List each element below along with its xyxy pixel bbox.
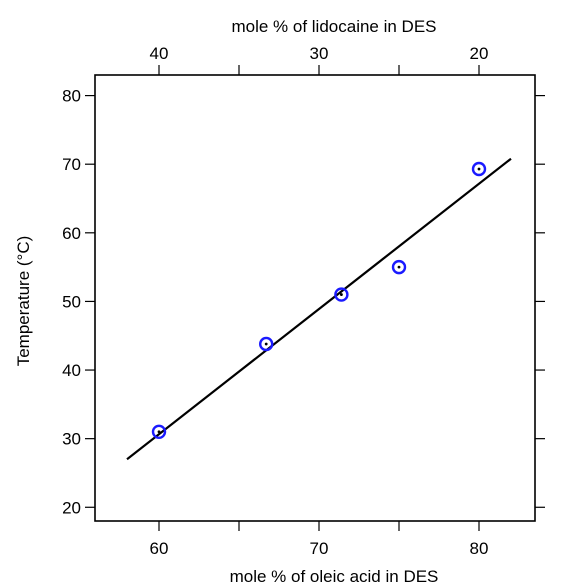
plot-area: 60 70 80 40 30 20 20 30 40 50 60 70 80 xyxy=(62,44,545,558)
data-point-center xyxy=(157,430,161,434)
x2-tick-label: 20 xyxy=(470,44,489,63)
x-tick-label: 80 xyxy=(470,539,489,558)
x-tick-label: 60 xyxy=(150,539,169,558)
data-point xyxy=(471,161,487,177)
x2-tick-label: 30 xyxy=(310,44,329,63)
y-axis-title: Temperature (°C) xyxy=(14,236,33,367)
plot-frame xyxy=(94,74,536,522)
data-point-center xyxy=(264,342,268,346)
data-point-center xyxy=(397,265,401,269)
x2-tick-label: 40 xyxy=(150,44,169,63)
y-tick-label: 80 xyxy=(62,87,81,106)
data-point-center xyxy=(477,167,481,171)
data-point xyxy=(151,424,167,439)
fit-line xyxy=(126,157,512,461)
x-tick-label: 70 xyxy=(310,539,329,558)
y-tick-label: 40 xyxy=(62,361,81,380)
y-tick-label: 60 xyxy=(62,224,81,243)
y-tick-label: 20 xyxy=(62,498,81,517)
data-point xyxy=(259,336,274,352)
data-point xyxy=(391,259,407,275)
y-tick-label: 50 xyxy=(62,292,81,311)
x2-axis-title: mole % of lidocaine in DES xyxy=(231,17,436,36)
data-point-center xyxy=(340,293,343,296)
y-tick-label: 70 xyxy=(62,155,81,174)
y-tick-label: 30 xyxy=(62,430,81,449)
data-point xyxy=(334,287,349,302)
x-axis-title: mole % of oleic acid in DES xyxy=(230,567,439,586)
